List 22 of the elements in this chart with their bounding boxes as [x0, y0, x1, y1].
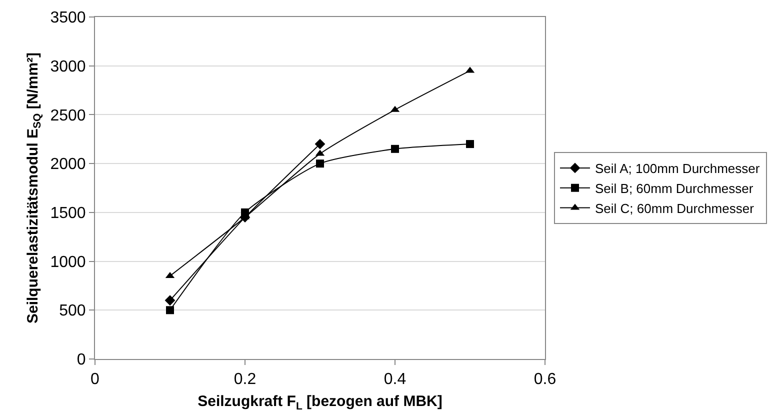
y-tick-label: 500	[59, 302, 86, 320]
y-tick-label: 1500	[50, 205, 86, 222]
point	[466, 140, 474, 148]
x-tick-label: 0	[90, 371, 100, 388]
point	[166, 306, 174, 314]
y-tick-label: 0	[76, 352, 86, 369]
legend-label: Seil B; 60mm Durchmesser	[595, 180, 754, 196]
x-axis-title: Seilzugkraft F$_{L}$ [bezogen auf MBK]	[198, 393, 442, 412]
y-tick-label: 2500	[50, 107, 86, 124]
x-tick-label: 0.4	[384, 371, 406, 388]
legend-label: Seil C; 60mm Durchmesser	[595, 200, 755, 216]
point	[316, 160, 324, 168]
point	[164, 295, 176, 306]
y-tick-label: 3500	[50, 10, 86, 27]
y-tick-label: 2000	[50, 156, 86, 174]
legend-label: Seil A; 100mm Durchmesser	[595, 161, 760, 176]
point	[391, 144, 399, 153]
x-tick-label: 0.2	[234, 371, 256, 388]
y-tick-label: 1000	[50, 254, 86, 271]
x-tick-label: 0.6	[534, 371, 556, 388]
y-tick-label: 3000	[50, 58, 86, 76]
point	[314, 138, 326, 150]
